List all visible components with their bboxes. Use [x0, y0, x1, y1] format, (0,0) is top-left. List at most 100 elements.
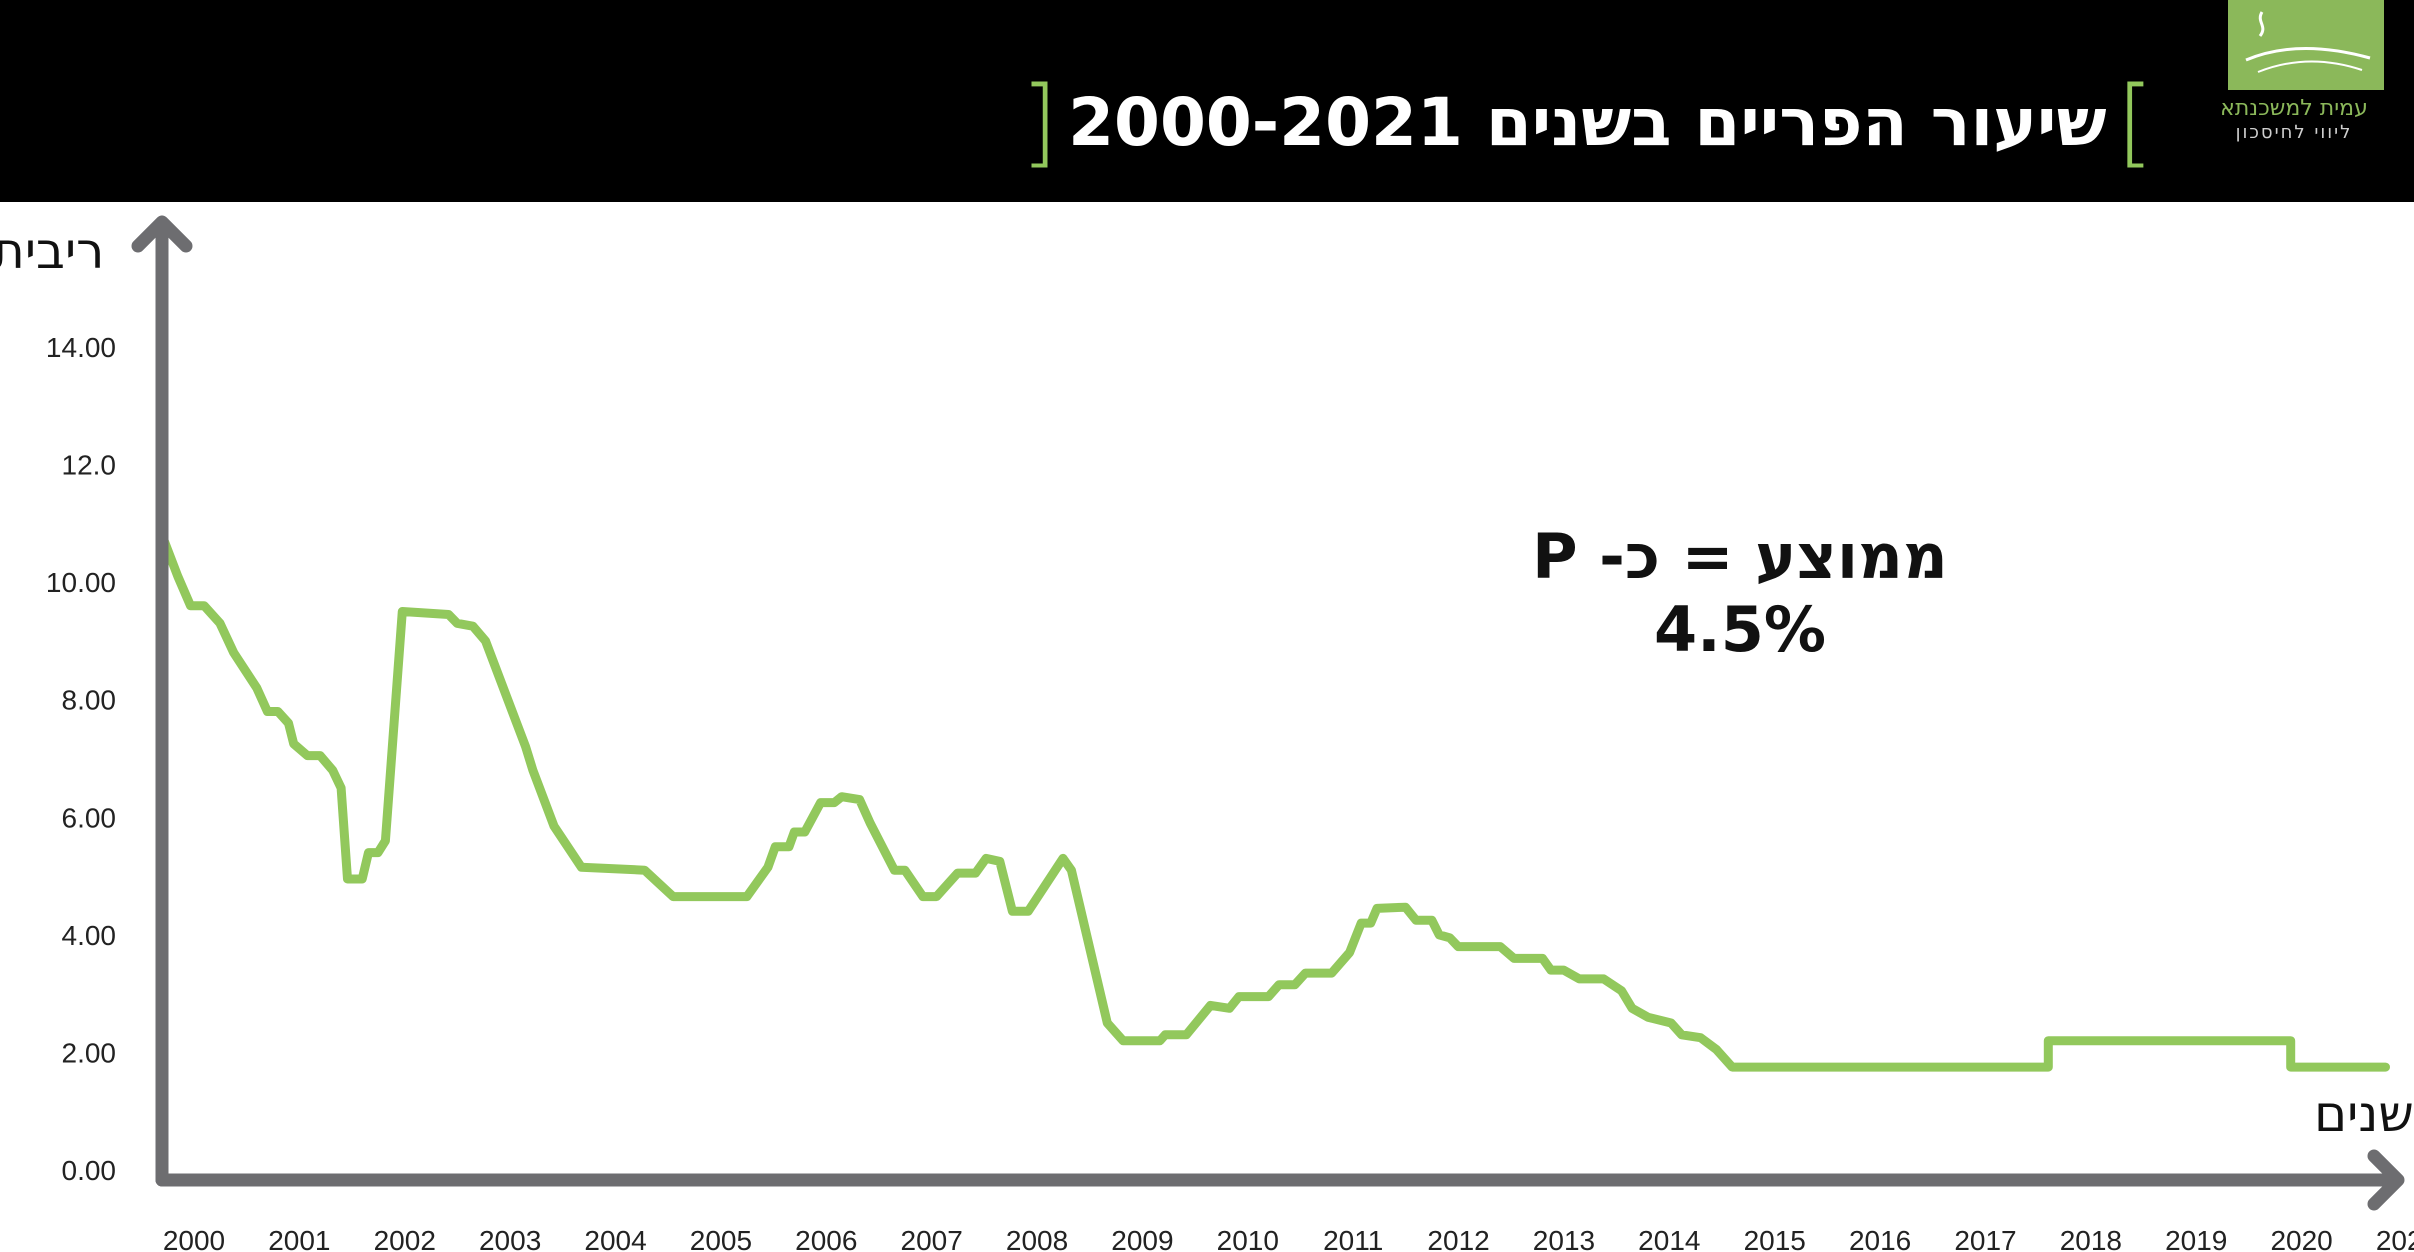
- data-point: [1559, 966, 1568, 975]
- data-point: [1234, 992, 1243, 1001]
- data-point: [2286, 1063, 2295, 1072]
- data-point: [1275, 980, 1284, 989]
- data-point: [1024, 907, 1033, 916]
- data-point: [1696, 1033, 1705, 1042]
- data-point: [900, 866, 909, 875]
- x-tick-label: 2021: [2376, 1225, 2414, 1252]
- x-tick-label: 2006: [795, 1225, 857, 1252]
- y-tick-label: 12.0: [62, 450, 117, 481]
- data-point: [1435, 930, 1444, 939]
- data-point: [1454, 942, 1463, 951]
- data-point: [316, 751, 325, 760]
- data-point: [521, 742, 530, 751]
- data-point: [771, 842, 780, 851]
- data-point: [1599, 974, 1608, 983]
- x-tick-label: 2003: [479, 1225, 541, 1252]
- data-point: [374, 848, 383, 857]
- page-title: ] שיעור הפריים בשנים 2000-2021 [: [1021, 72, 2154, 172]
- data-point: [816, 798, 825, 807]
- data-point: [1366, 919, 1375, 928]
- data-point: [1357, 919, 1366, 928]
- x-tick-label: 2000: [163, 1225, 225, 1252]
- data-point: [284, 719, 293, 728]
- x-tick-label: 2005: [690, 1225, 752, 1252]
- data-point: [303, 751, 312, 760]
- data-point: [289, 739, 298, 748]
- y-axis: [131, 215, 193, 1187]
- data-point: [1155, 1036, 1164, 1045]
- data-point: [1301, 969, 1310, 978]
- x-tick-label: 2001: [268, 1225, 330, 1252]
- x-tick-label: 2002: [374, 1225, 436, 1252]
- data-point: [550, 822, 559, 831]
- y-tick-labels: 0.00 2.00 4.00 6.00 8.00 10.00 12.0 14.00: [46, 332, 116, 1186]
- data-point: [468, 622, 477, 631]
- data-point: [173, 572, 182, 581]
- average-annotation: P ממוצע = כ- 4.5%: [1532, 520, 1948, 666]
- data-points: [158, 531, 2390, 1072]
- series-line-prime-rate: [157, 530, 2390, 1072]
- data-point: [971, 869, 980, 878]
- header-bar: [0, 0, 2414, 202]
- data-point: [953, 869, 962, 878]
- data-point: [444, 610, 453, 619]
- y-tick-label: 4.00: [62, 920, 117, 951]
- data-point: [1667, 1019, 1676, 1028]
- data-point: [328, 766, 337, 775]
- data-point: [640, 866, 649, 875]
- data-point: [800, 827, 809, 836]
- data-point: [763, 863, 772, 872]
- data-point: [481, 636, 490, 645]
- data-point: [263, 707, 272, 716]
- data-point: [1161, 1030, 1170, 1039]
- data-point: [273, 707, 282, 716]
- x-tick-label: 2018: [2060, 1225, 2122, 1252]
- data-point: [1067, 866, 1076, 875]
- data-point: [830, 798, 839, 807]
- data-point: [1345, 948, 1354, 957]
- data-point: [866, 819, 875, 828]
- data-point: [186, 601, 195, 610]
- x-tick-label: 2004: [584, 1225, 646, 1252]
- x-tick-label: 2010: [1217, 1225, 1279, 1252]
- data-point: [982, 854, 991, 863]
- x-axis-label: שנים: [2314, 1085, 2414, 1143]
- x-axis: [155, 1149, 2405, 1211]
- x-tick-label: 2008: [1006, 1225, 1068, 1252]
- x-tick-label: 2007: [901, 1225, 963, 1252]
- y-tick-label: 8.00: [62, 685, 117, 716]
- data-point: [381, 836, 390, 845]
- data-point: [1008, 907, 1017, 916]
- y-tick-label: 14.00: [46, 332, 116, 363]
- data-point: [837, 792, 846, 801]
- data-point: [1677, 1030, 1686, 1039]
- data-point: [1728, 1063, 1737, 1072]
- x-tick-label: 2012: [1427, 1225, 1489, 1252]
- data-point: [577, 863, 586, 872]
- data-point: [855, 795, 864, 804]
- title-bracket-left: [: [1020, 66, 1059, 178]
- data-point: [1182, 1030, 1191, 1039]
- data-point: [1373, 904, 1382, 913]
- data-point: [337, 783, 346, 792]
- x-tick-label: 2015: [1744, 1225, 1806, 1252]
- x-tick-label: 2009: [1111, 1225, 1173, 1252]
- data-point: [2381, 1063, 2390, 1072]
- data-point: [1617, 986, 1626, 995]
- data-point: [1628, 1004, 1637, 1013]
- data-point: [528, 766, 537, 775]
- x-tick-label: 2016: [1849, 1225, 1911, 1252]
- data-point: [229, 648, 238, 657]
- title-bracket-right: ]: [2116, 66, 2154, 178]
- data-point: [358, 875, 367, 884]
- data-point: [1412, 916, 1421, 925]
- data-point: [1427, 916, 1436, 925]
- data-point: [2334, 1063, 2343, 1072]
- data-point: [2286, 1036, 2295, 1045]
- data-point: [1643, 1013, 1652, 1022]
- x-tick-label: 2020: [2270, 1225, 2332, 1252]
- y-tick-label: 2.00: [62, 1037, 117, 1068]
- data-point: [1264, 992, 1273, 1001]
- data-point: [1401, 903, 1410, 912]
